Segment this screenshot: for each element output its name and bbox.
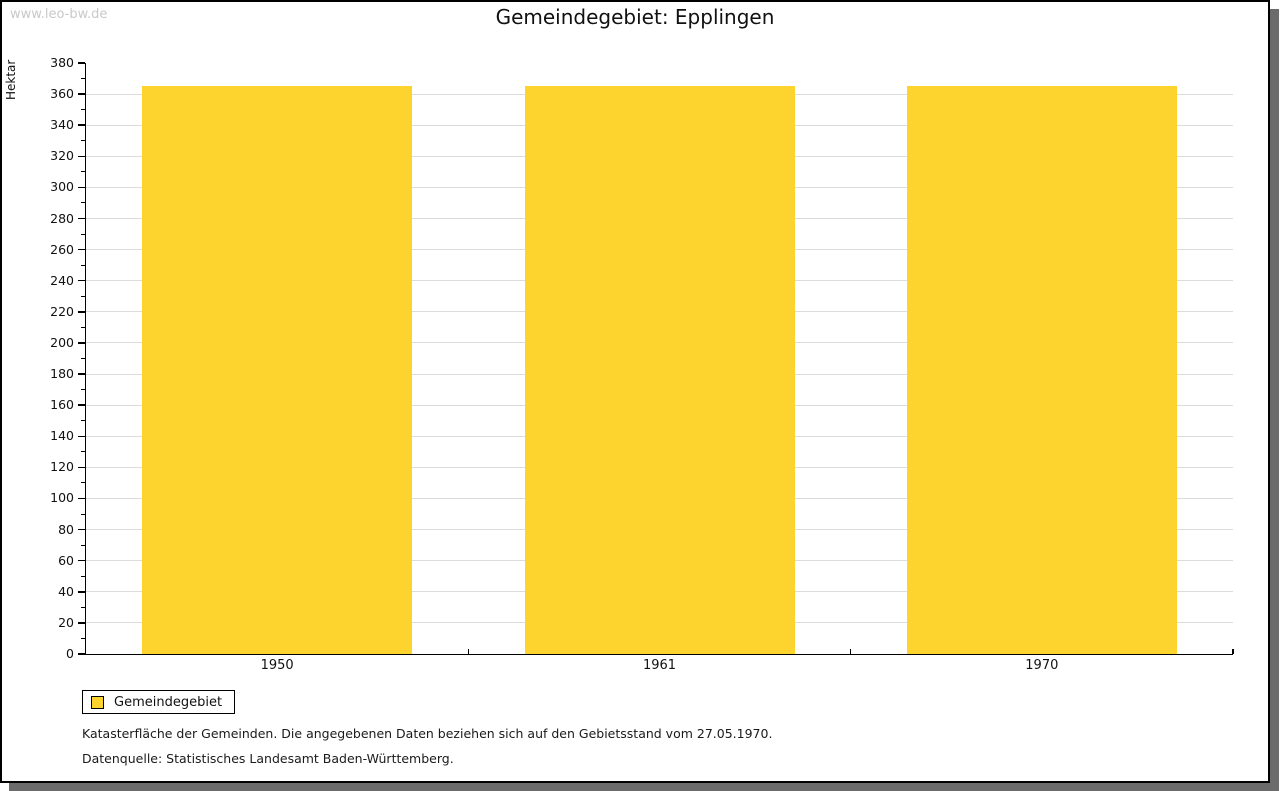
y-tick-major xyxy=(78,124,85,126)
x-category-tick xyxy=(849,649,852,654)
y-tick-label: 200 xyxy=(50,334,74,350)
y-tick-label: 360 xyxy=(50,86,74,102)
y-tick-minor xyxy=(81,264,85,266)
y-tick-label: 160 xyxy=(50,397,74,413)
caption-line-1: Katasterfläche der Gemeinden. Die angege… xyxy=(82,726,773,741)
legend-label: Gemeindegebiet xyxy=(114,694,223,710)
x-category-tick xyxy=(467,649,470,654)
y-tick-label: 40 xyxy=(58,583,74,599)
x-category-label: 1950 xyxy=(260,658,294,673)
y-tick-minor xyxy=(81,140,85,142)
y-tick-minor xyxy=(81,606,85,608)
y-tick-minor xyxy=(81,78,85,80)
y-tick-label: 340 xyxy=(50,117,74,133)
y-tick-label: 80 xyxy=(58,521,74,537)
y-tick-label: 120 xyxy=(50,459,74,475)
y-tick-major xyxy=(78,435,85,437)
y-tick-major xyxy=(78,217,85,220)
x-category-label: 1970 xyxy=(1025,658,1059,673)
y-tick-minor xyxy=(81,109,85,111)
y-tick-minor xyxy=(81,358,85,359)
y-tick-major xyxy=(78,342,85,344)
chart-title: Gemeindegebiet: Epplingen xyxy=(495,5,775,29)
y-tick-major xyxy=(78,373,85,375)
bar-1950 xyxy=(142,86,413,654)
y-tick-minor xyxy=(81,171,85,173)
caption-line-2: Datenquelle: Statistisches Landesamt Bad… xyxy=(82,751,454,766)
x-category-label: 1961 xyxy=(642,658,677,673)
y-tick-minor xyxy=(81,575,85,577)
y-tick-minor xyxy=(81,233,85,235)
y-tick-major xyxy=(78,622,85,624)
y-tick-label: 260 xyxy=(50,241,74,257)
y-tick-label: 300 xyxy=(50,179,74,195)
y-axis-line xyxy=(84,63,86,654)
y-tick-minor xyxy=(81,544,85,546)
y-tick-major xyxy=(78,155,85,158)
y-tick-label: 100 xyxy=(50,490,74,506)
y-tick-major xyxy=(78,528,85,531)
y-tick-major xyxy=(78,93,85,95)
y-tick-label: 240 xyxy=(50,272,74,288)
y-axis-label: Hektar xyxy=(4,59,18,100)
y-tick-label: 140 xyxy=(50,428,74,444)
y-tick-major xyxy=(78,311,85,313)
y-tick-major xyxy=(78,559,85,562)
y-tick-minor xyxy=(81,513,85,515)
y-tick-major xyxy=(78,186,85,189)
y-tick-major xyxy=(78,279,85,282)
bar-1970 xyxy=(906,86,1177,654)
y-tick-major xyxy=(78,466,85,469)
y-tick-major xyxy=(78,404,85,406)
y-tick-major xyxy=(78,591,85,593)
y-tick-minor xyxy=(81,202,85,204)
y-tick-minor xyxy=(81,389,85,391)
y-tick-minor xyxy=(81,295,85,297)
legend-swatch-icon xyxy=(91,695,104,709)
x-category-tick xyxy=(1232,649,1234,654)
y-tick-minor xyxy=(81,326,85,328)
y-tick-label: 320 xyxy=(50,148,74,164)
y-tick-label: 220 xyxy=(50,303,74,319)
y-tick-major xyxy=(78,653,85,655)
y-tick-minor xyxy=(81,451,85,453)
watermark: www.leo-bw.de xyxy=(10,7,108,22)
y-tick-label: 60 xyxy=(58,552,74,568)
y-tick-minor xyxy=(81,420,85,422)
y-tick-major xyxy=(78,62,85,64)
y-tick-label: 380 xyxy=(50,55,74,70)
y-tick-label: 20 xyxy=(58,614,74,630)
legend: Gemeindegebiet xyxy=(82,690,236,714)
y-tick-label: 0 xyxy=(66,646,74,661)
y-tick-major xyxy=(78,497,85,500)
bar-1961 xyxy=(524,86,795,654)
x-axis-line xyxy=(84,653,1233,655)
y-tick-label: 280 xyxy=(50,210,74,226)
y-tick-label: 180 xyxy=(50,366,74,382)
y-tick-major xyxy=(78,248,85,251)
y-tick-minor xyxy=(81,482,85,484)
y-tick-minor xyxy=(81,637,85,639)
